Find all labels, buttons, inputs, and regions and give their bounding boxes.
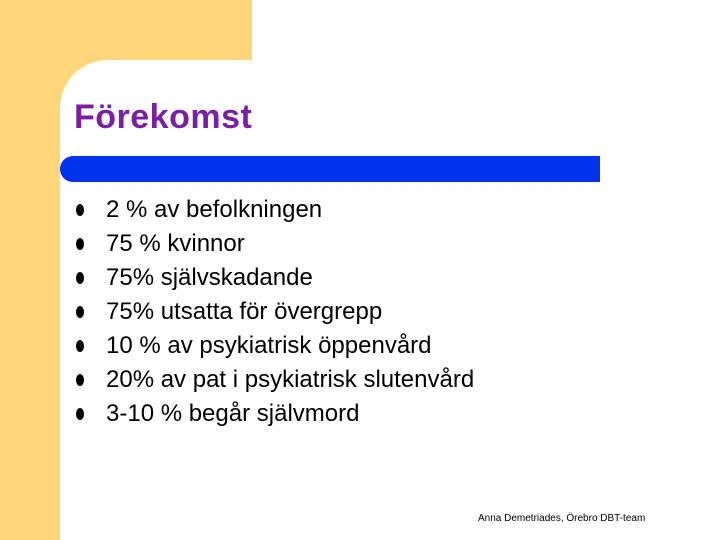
bullet-item: 3-10 % begår självmord [76,397,474,431]
bullet-item: 2 % av befolkningen [76,193,474,227]
title-rule [60,156,600,182]
bullet-text: 75% självskadande [106,264,313,291]
bullet-item: 75% självskadande [76,261,474,295]
bullet-dot-icon [76,306,84,318]
bullet-item: 10 % av psykiatrisk öppenvård [76,329,474,363]
bullet-list: 2 % av befolkningen 75 % kvinnor 75% sjä… [76,193,474,431]
bullet-item: 75% utsatta för övergrepp [76,295,474,329]
slide-title: Förekomst [74,98,253,136]
bullet-item: 75 % kvinnor [76,227,474,261]
bullet-text: 10 % av psykiatrisk öppenvård [106,332,432,359]
bullet-dot-icon [76,340,84,352]
bullet-text: 2 % av befolkningen [106,196,323,223]
bullet-text: 75% utsatta för övergrepp [106,298,383,325]
bullet-dot-icon [76,204,84,216]
bullet-text: 3-10 % begår självmord [106,400,360,427]
bullet-text: 20% av pat i psykiatrisk slutenvård [106,366,475,393]
footer-credit: Anna Demetriades, Örebro DBT-team [478,513,646,524]
bullet-dot-icon [76,238,84,250]
bullet-dot-icon [76,272,84,284]
bullet-dot-icon [76,408,84,420]
bullet-dot-icon [76,374,84,386]
content-panel [60,60,720,540]
bullet-text: 75 % kvinnor [106,230,245,257]
bullet-item: 20% av pat i psykiatrisk slutenvård [76,363,474,397]
